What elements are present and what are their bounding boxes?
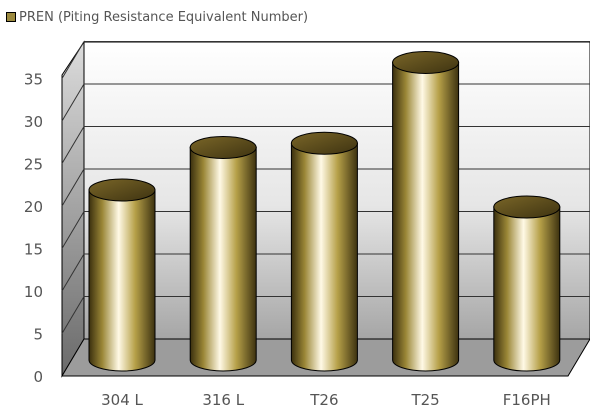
bar-body <box>88 189 156 372</box>
x-tick-label: T25 <box>410 391 439 408</box>
gridline-side <box>61 41 85 79</box>
bar-body <box>493 206 561 372</box>
y-tick-label: 30 <box>24 113 43 131</box>
y-tick-label: 35 <box>24 71 43 89</box>
left-wall <box>61 40 85 378</box>
bar-top <box>88 178 156 202</box>
bar <box>290 131 358 372</box>
gridline-side <box>61 211 85 249</box>
legend-label: PREN (Piting Resistance Equivalent Numbe… <box>19 9 309 25</box>
bar <box>88 178 156 372</box>
bar-top <box>189 136 257 159</box>
x-tick-label: T26 <box>309 391 338 408</box>
bar-top <box>290 131 358 155</box>
x-tick-label: 316 L <box>202 391 244 408</box>
y-tick-label: 0 <box>33 368 43 386</box>
chart-legend: PREN (Piting Resistance Equivalent Numbe… <box>6 9 308 25</box>
bar-series <box>88 51 561 372</box>
bar <box>493 195 561 372</box>
y-axis-ticks: 0 5 10 15 20 25 30 35 <box>24 71 43 387</box>
bar-top <box>493 195 561 219</box>
gridline-side <box>61 126 85 164</box>
x-tick-label: 304 L <box>101 391 143 408</box>
gridline-side <box>61 168 85 207</box>
bar-body <box>290 142 358 372</box>
bar <box>189 136 257 372</box>
y-tick-label: 5 <box>33 326 43 344</box>
y-tick-label: 15 <box>24 241 43 259</box>
gridline-side <box>61 253 85 292</box>
x-tick-label: F16PH <box>503 391 551 408</box>
legend-swatch <box>6 12 16 22</box>
gridline-side <box>61 296 85 334</box>
bar-body <box>189 147 257 372</box>
y-tick-label: 10 <box>24 283 43 301</box>
gridline-side <box>61 83 85 122</box>
x-axis-ticks: 304 L 316 L T26 T25 F16PH <box>101 391 551 408</box>
bar-body <box>392 62 460 372</box>
y-tick-label: 20 <box>24 198 43 216</box>
bar-top <box>392 51 460 74</box>
bar <box>392 51 460 372</box>
y-tick-label: 25 <box>24 156 43 174</box>
